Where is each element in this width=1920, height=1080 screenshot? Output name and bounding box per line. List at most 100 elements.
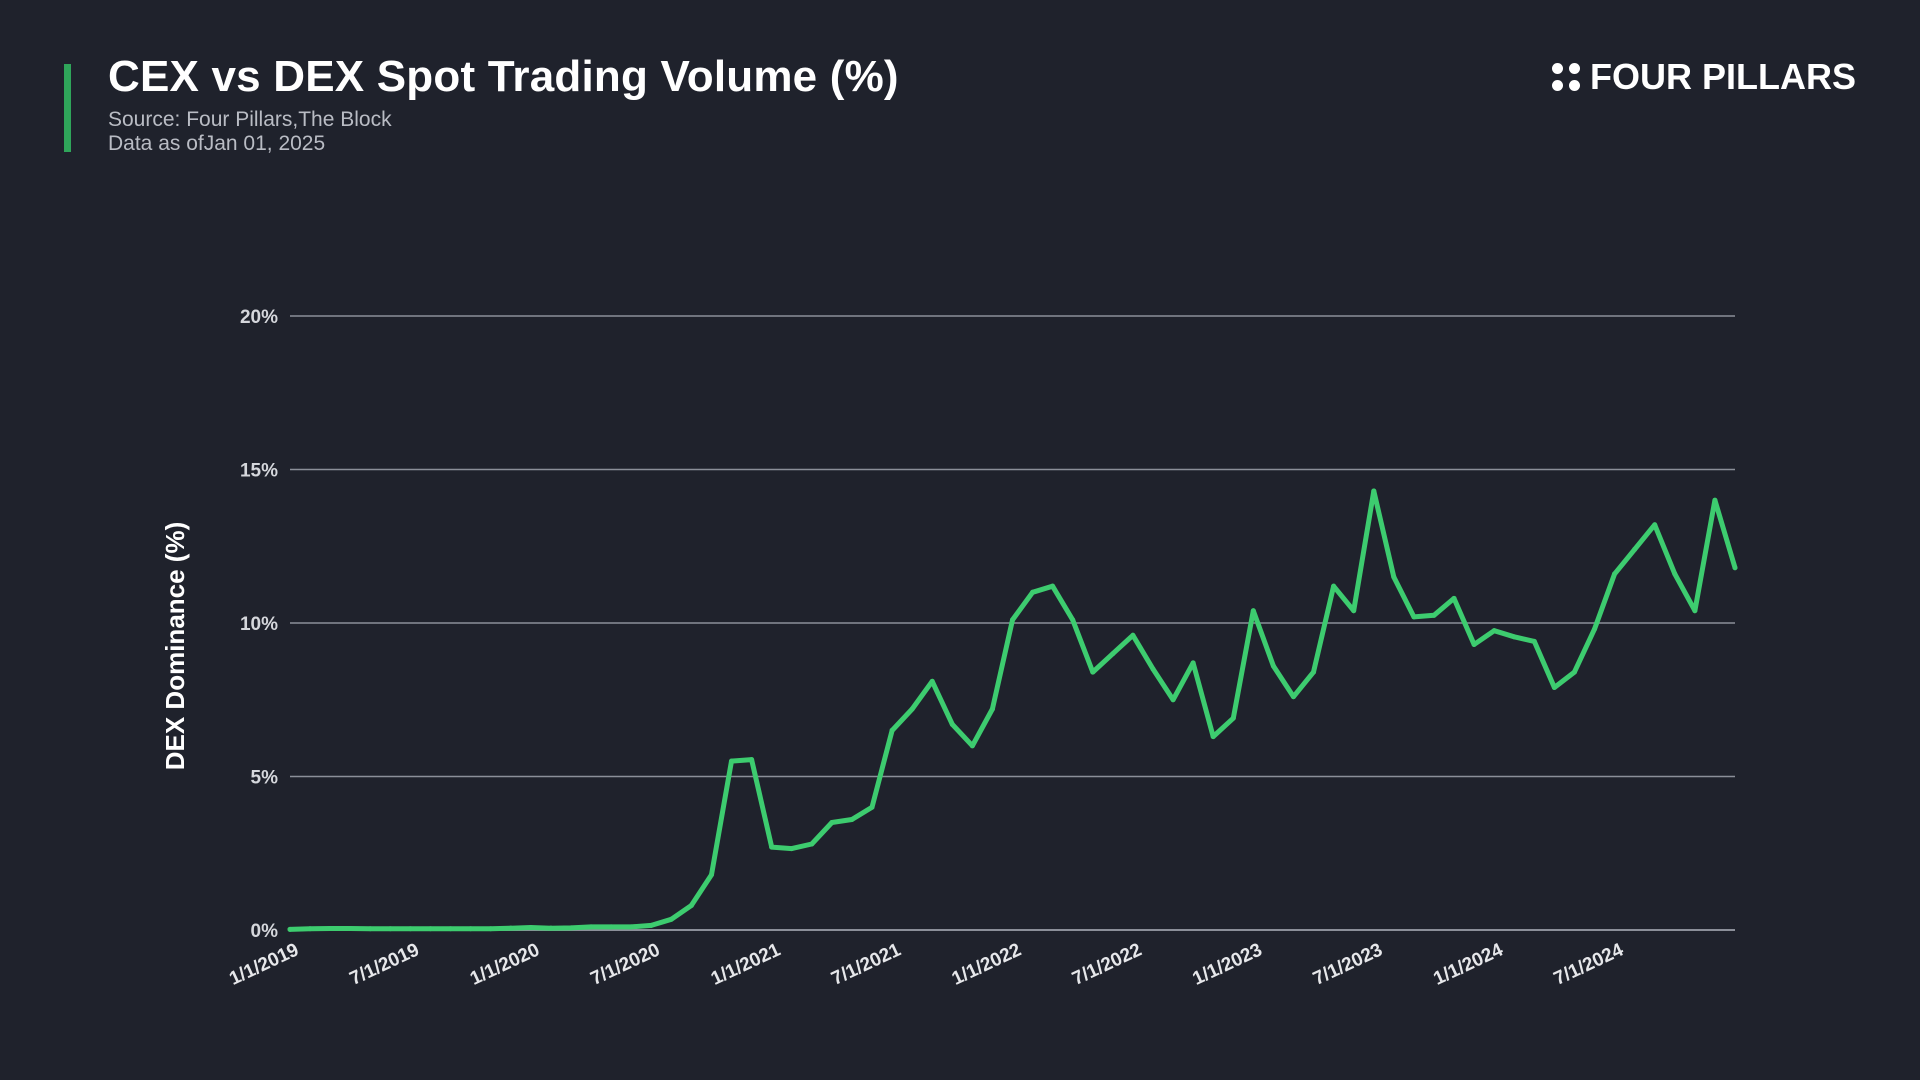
data-point: [1170, 697, 1176, 703]
source-note: Source: Four Pillars,The Block: [108, 108, 392, 131]
data-point: [1471, 641, 1477, 647]
data-point: [628, 924, 634, 930]
data-point: [347, 925, 353, 931]
y-tick-label: 5%: [251, 768, 279, 789]
data-point: [548, 925, 554, 931]
x-tick-label: 1/1/2021: [708, 939, 784, 989]
data-point: [448, 926, 454, 932]
data-point: [1190, 660, 1196, 666]
x-tick-label: 1/1/2024: [1430, 939, 1506, 989]
data-point: [688, 902, 694, 908]
data-point: [1571, 669, 1577, 675]
y-tick-label: 15%: [240, 461, 278, 482]
data-point: [327, 925, 333, 931]
data-point: [648, 922, 654, 928]
data-point: [608, 924, 614, 930]
four-dots-icon: [1552, 63, 1580, 91]
data-point: [1150, 666, 1156, 672]
data-point: [1411, 614, 1417, 620]
y-axis-title: DEX Dominance (%): [160, 522, 190, 771]
x-tick-label: 7/1/2021: [828, 939, 904, 989]
data-point: [809, 841, 815, 847]
data-point: [969, 743, 975, 749]
title-accent-bar: [64, 64, 71, 152]
data-point: [1050, 583, 1056, 589]
y-tick-label: 10%: [240, 614, 278, 635]
data-point: [909, 706, 915, 712]
data-point: [1270, 663, 1276, 669]
data-point: [1070, 617, 1076, 623]
data-point: [829, 820, 835, 826]
data-point: [1692, 608, 1698, 614]
y-tick-label: 0%: [251, 921, 279, 942]
data-point: [1672, 571, 1678, 577]
data-point: [1551, 684, 1557, 690]
data-point: [508, 925, 514, 931]
data-point: [869, 804, 875, 810]
data-point: [949, 721, 955, 727]
data-point: [1511, 634, 1517, 640]
data-point: [769, 844, 775, 850]
data-as-of-note: Data as ofJan 01, 2025: [108, 132, 326, 155]
data-point: [287, 926, 293, 932]
x-tick-label: 7/1/2024: [1551, 939, 1627, 989]
data-point: [1250, 608, 1256, 614]
data-point: [989, 706, 995, 712]
data-point: [1090, 669, 1096, 675]
x-tick-label: 1/1/2019: [226, 939, 302, 989]
data-point: [1391, 574, 1397, 580]
data-point: [1290, 694, 1296, 700]
series-line-dex-dominance: [287, 488, 1738, 932]
brand-logo: FOUR PILLARS: [1552, 56, 1856, 98]
data-point: [1652, 522, 1658, 528]
data-point: [367, 926, 373, 932]
data-point: [387, 926, 393, 932]
data-point: [568, 925, 574, 931]
brand-logo-text: FOUR PILLARS: [1590, 56, 1856, 97]
x-axis-ticks: 1/1/2019 7/1/2019 1/1/2020 7/1/2020 1/1/2021…: [226, 939, 1627, 989]
data-point: [1431, 612, 1437, 618]
data-point: [1732, 565, 1738, 571]
x-tick-label: 1/1/2022: [949, 939, 1025, 989]
data-point: [1210, 734, 1216, 740]
x-tick-label: 1/1/2020: [467, 939, 543, 989]
page-title: CEX vs DEX Spot Trading Volume (%): [108, 52, 899, 101]
y-axis-ticks: 0% 5% 10% 15% 20%: [240, 307, 278, 942]
x-tick-label: 1/1/2023: [1190, 939, 1266, 989]
data-point: [749, 757, 755, 763]
data-point: [849, 816, 855, 822]
data-point: [708, 872, 714, 878]
x-tick-label: 7/1/2020: [587, 939, 663, 989]
data-point: [729, 758, 735, 764]
data-point: [1130, 632, 1136, 638]
data-point: [1451, 595, 1457, 601]
data-point: [889, 727, 895, 733]
data-points: [287, 488, 1738, 932]
data-point: [1531, 638, 1537, 644]
data-point: [588, 924, 594, 930]
data-point: [789, 846, 795, 852]
data-point: [427, 926, 433, 932]
data-point: [1311, 669, 1317, 675]
data-point: [1612, 571, 1618, 577]
data-point: [307, 926, 313, 932]
data-point: [1331, 583, 1337, 589]
data-point: [1632, 546, 1638, 552]
data-point: [528, 925, 534, 931]
data-point: [488, 926, 494, 932]
y-tick-label: 20%: [240, 307, 278, 328]
x-tick-label: 7/1/2019: [347, 939, 423, 989]
data-point: [468, 926, 474, 932]
data-point: [1010, 617, 1015, 623]
data-point: [1230, 715, 1236, 721]
x-tick-label: 7/1/2022: [1069, 939, 1145, 989]
data-point: [1491, 628, 1497, 634]
data-point: [1712, 497, 1718, 503]
data-point: [1351, 608, 1357, 614]
x-tick-label: 7/1/2023: [1310, 939, 1386, 989]
data-point: [407, 926, 413, 932]
data-point: [929, 678, 935, 684]
data-point: [668, 916, 674, 922]
